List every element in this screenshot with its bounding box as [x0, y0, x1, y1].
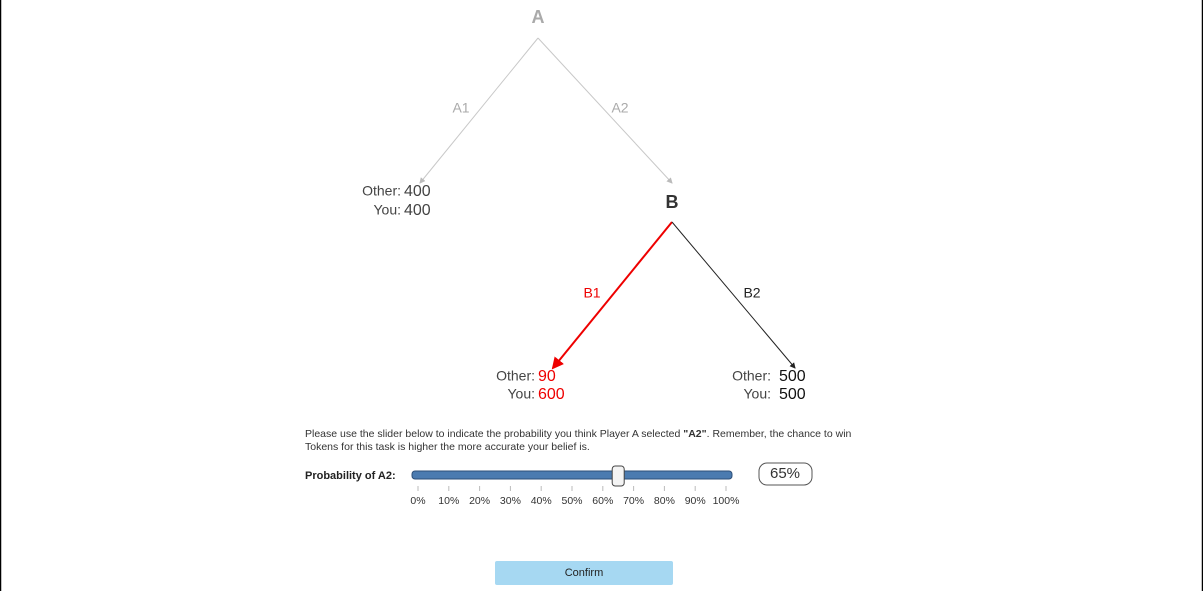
edge-label: B2	[743, 285, 760, 301]
payoff-label: You:	[373, 202, 401, 218]
tick-label: 100%	[713, 495, 740, 507]
slider-thumb[interactable]	[611, 465, 625, 487]
tick-label: 20%	[469, 495, 490, 507]
payoff-value: 600	[538, 386, 565, 403]
node-label: B	[666, 192, 679, 212]
tick-label: 30%	[500, 495, 521, 507]
payoff-value: 500	[779, 368, 806, 385]
instruction: Please use the slider below to indicate …	[305, 428, 852, 440]
edge-label: A2	[611, 100, 628, 116]
button-label[interactable]: Confirm	[565, 567, 604, 579]
payoff-label: You:	[507, 386, 535, 402]
payoff-label: Other:	[362, 183, 401, 199]
value-box	[758, 462, 813, 486]
payoff-label: Other:	[732, 368, 771, 384]
edge-label: B1	[583, 285, 600, 301]
payoff-label: Other:	[496, 368, 535, 384]
payoff-value: 400	[404, 183, 431, 200]
instruction-text: . Remember, the chance to win	[707, 428, 852, 440]
tick-label: 50%	[561, 495, 582, 507]
edge-label: A1	[452, 100, 469, 116]
payoff-value: 500	[779, 386, 806, 403]
slider-label: Probability of A2:	[305, 470, 396, 482]
instruction-text: Please use the slider below to indicate …	[305, 428, 683, 440]
tick-label: 40%	[531, 495, 552, 507]
tick-label: 60%	[592, 495, 613, 507]
payoff-value: 90	[538, 368, 556, 385]
tick-label: 90%	[685, 495, 706, 507]
edge-line	[419, 37, 539, 184]
slider-value: 65%	[770, 465, 800, 482]
slider-track[interactable]	[411, 470, 733, 480]
tick-label: 70%	[623, 495, 644, 507]
payoff-value: 400	[404, 202, 431, 219]
confirm-button[interactable]	[495, 561, 673, 585]
payoff-label: You:	[743, 386, 771, 402]
edge-line	[537, 37, 673, 184]
tick-label: 0%	[410, 495, 425, 507]
edge-line	[671, 221, 796, 369]
edge-line	[551, 221, 673, 370]
tick-label: 80%	[654, 495, 675, 507]
tick-label: 10%	[438, 495, 459, 507]
instruction-bold: "A2"	[683, 428, 706, 440]
node-label: A	[532, 7, 545, 27]
instruction-text: Tokens for this task is higher the more …	[305, 441, 590, 453]
